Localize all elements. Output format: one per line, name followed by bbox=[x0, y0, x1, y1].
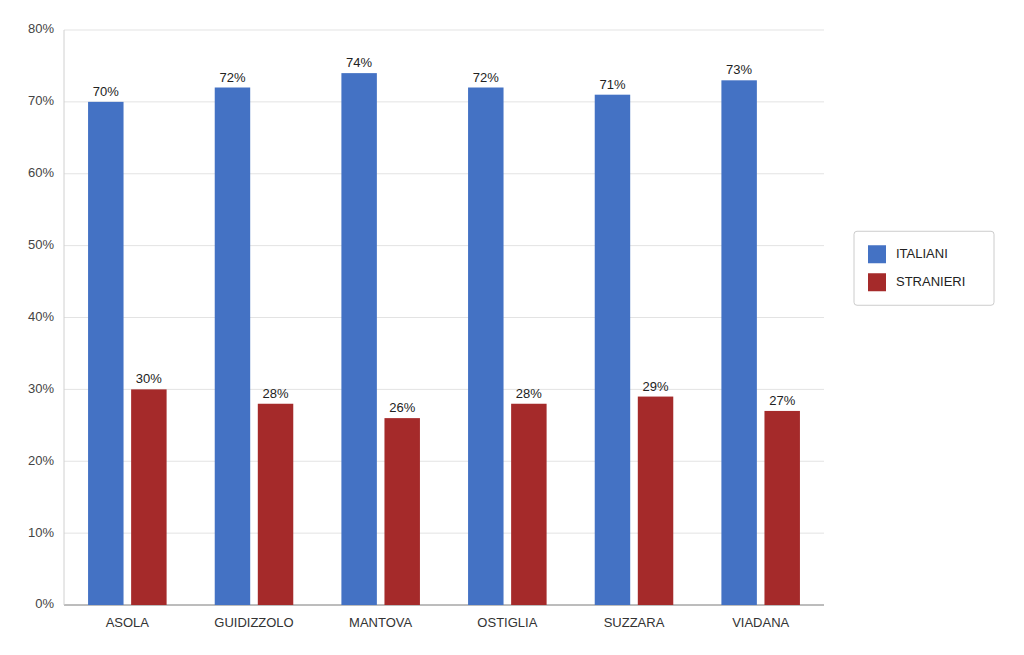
y-tick-label: 80% bbox=[28, 21, 54, 36]
x-tick-label: MANTOVA bbox=[349, 615, 412, 630]
legend-label: ITALIANI bbox=[896, 246, 948, 261]
x-tick-label: OSTIGLIA bbox=[477, 615, 537, 630]
bar bbox=[511, 404, 546, 605]
bar bbox=[88, 102, 123, 605]
y-tick-label: 0% bbox=[35, 596, 54, 611]
bars bbox=[88, 73, 800, 605]
data-label: 72% bbox=[219, 70, 245, 85]
legend-label: STRANIERI bbox=[896, 274, 965, 289]
bar bbox=[384, 418, 419, 605]
y-tick-label: 70% bbox=[28, 93, 54, 108]
data-label: 28% bbox=[516, 386, 542, 401]
grid-line bbox=[64, 389, 824, 390]
data-label: 72% bbox=[473, 70, 499, 85]
chart-container: 0% 10% 20% 30% 40% 50% 60% 70% 80% ASOLA GUIDIZZOL… bbox=[0, 0, 1024, 655]
grid-line bbox=[64, 317, 824, 318]
bar bbox=[764, 411, 799, 605]
x-tick-label: GUIDIZZOLO bbox=[214, 615, 293, 630]
grid-line bbox=[64, 605, 824, 606]
y-tick-label: 60% bbox=[28, 165, 54, 180]
grid-line bbox=[64, 533, 824, 534]
data-label: 70% bbox=[93, 84, 119, 99]
y-tick-label: 20% bbox=[28, 453, 54, 468]
x-axis: ASOLA GUIDIZZOLO MANTOVA OSTIGLIA SUZZARA VIA… bbox=[106, 615, 790, 630]
bar bbox=[258, 404, 293, 605]
x-tick-label: SUZZARA bbox=[604, 615, 665, 630]
legend: ITALIANI STRANIERI bbox=[854, 231, 994, 305]
y-tick-label: 30% bbox=[28, 381, 54, 396]
data-labels: 70% 72% 74% 72% 71% 73% 30% 28% 26% 28% 29% 27% bbox=[93, 55, 796, 415]
y-tick-label: 10% bbox=[28, 525, 54, 540]
y-tick-label: 40% bbox=[28, 309, 54, 324]
grid-line bbox=[64, 173, 824, 174]
grid-line bbox=[64, 245, 824, 246]
legend-box bbox=[854, 231, 994, 305]
data-label: 29% bbox=[643, 379, 669, 394]
x-axis-line bbox=[64, 605, 824, 606]
data-label: 30% bbox=[136, 371, 162, 386]
bar bbox=[595, 95, 630, 605]
x-tick-label: ASOLA bbox=[106, 615, 150, 630]
y-tick-label: 50% bbox=[28, 237, 54, 252]
bar bbox=[468, 88, 503, 606]
bar bbox=[131, 389, 166, 605]
data-label: 27% bbox=[769, 393, 795, 408]
data-label: 26% bbox=[389, 400, 415, 415]
chart-svg: 0% 10% 20% 30% 40% 50% 60% 70% 80% ASOLA GUIDIZZOL… bbox=[0, 0, 1024, 655]
bar bbox=[215, 88, 250, 606]
data-label: 73% bbox=[726, 62, 752, 77]
grid-line bbox=[64, 101, 824, 102]
grid-line bbox=[64, 461, 824, 462]
data-label: 74% bbox=[346, 55, 372, 70]
x-tick-label: VIADANA bbox=[732, 615, 789, 630]
data-label: 28% bbox=[263, 386, 289, 401]
bar bbox=[638, 397, 673, 605]
bar bbox=[721, 80, 756, 605]
y-axis-line bbox=[64, 30, 65, 605]
legend-swatch bbox=[868, 273, 886, 291]
bar bbox=[341, 73, 376, 605]
legend-swatch bbox=[868, 245, 886, 263]
y-axis: 0% 10% 20% 30% 40% 50% 60% 70% 80% bbox=[28, 21, 824, 611]
grid-line bbox=[64, 30, 824, 31]
data-label: 71% bbox=[599, 77, 625, 92]
